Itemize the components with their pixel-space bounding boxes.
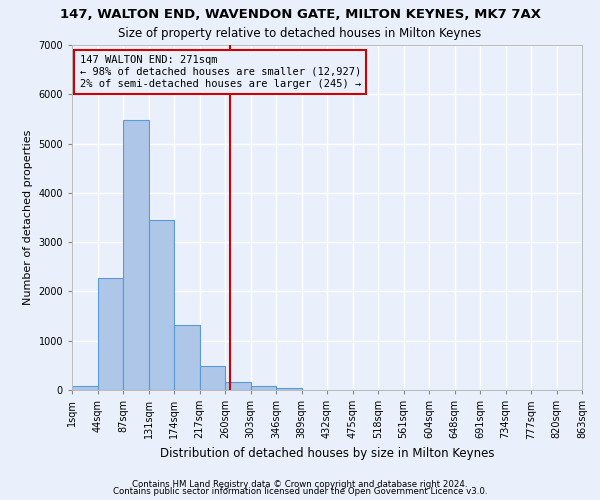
Text: Contains HM Land Registry data © Crown copyright and database right 2024.: Contains HM Land Registry data © Crown c… <box>132 480 468 489</box>
Bar <box>174 325 199 390</box>
Bar <box>72 386 97 390</box>
Bar <box>97 278 123 390</box>
Bar <box>123 120 149 390</box>
Bar <box>276 388 302 390</box>
Text: Contains public sector information licensed under the Open Government Licence v3: Contains public sector information licen… <box>113 487 487 496</box>
Bar <box>251 386 276 390</box>
Bar <box>199 366 225 390</box>
Bar <box>225 382 251 390</box>
Text: 147 WALTON END: 271sqm
← 98% of detached houses are smaller (12,927)
2% of semi-: 147 WALTON END: 271sqm ← 98% of detached… <box>80 56 361 88</box>
X-axis label: Distribution of detached houses by size in Milton Keynes: Distribution of detached houses by size … <box>160 447 494 460</box>
Text: 147, WALTON END, WAVENDON GATE, MILTON KEYNES, MK7 7AX: 147, WALTON END, WAVENDON GATE, MILTON K… <box>59 8 541 20</box>
Y-axis label: Number of detached properties: Number of detached properties <box>23 130 33 305</box>
Bar <box>149 220 174 390</box>
Text: Size of property relative to detached houses in Milton Keynes: Size of property relative to detached ho… <box>118 28 482 40</box>
